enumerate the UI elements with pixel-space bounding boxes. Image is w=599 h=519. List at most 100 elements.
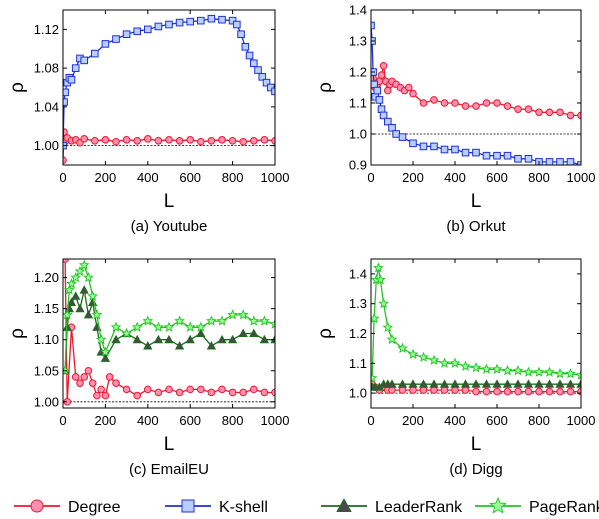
data-point-degree bbox=[260, 136, 269, 144]
data-point-leaderrank bbox=[439, 379, 450, 388]
data-point-degree bbox=[80, 135, 88, 143]
data-point-k-shell bbox=[133, 27, 141, 36]
data-point-pagerank bbox=[259, 315, 270, 326]
plot-frame bbox=[62, 258, 276, 409]
data-point-degree bbox=[566, 387, 575, 396]
data-point-degree bbox=[250, 385, 258, 394]
data-point-pagerank bbox=[481, 363, 492, 374]
data-point-leaderrank bbox=[206, 341, 217, 350]
data-point-degree bbox=[76, 379, 84, 387]
data-point-leaderrank bbox=[174, 341, 185, 350]
x-tick-label: 1000 bbox=[567, 413, 596, 428]
data-point-degree bbox=[503, 102, 512, 110]
data-point-k-shell bbox=[556, 158, 564, 165]
data-point-k-shell bbox=[67, 75, 76, 84]
data-point-k-shell bbox=[271, 87, 275, 96]
data-point-degree bbox=[165, 136, 173, 144]
data-point-leaderrank bbox=[83, 310, 94, 319]
data-point-degree bbox=[451, 386, 459, 394]
y-tick-label: 1.3 bbox=[349, 296, 367, 311]
y-tick-label: 1.4 bbox=[349, 3, 367, 18]
legend-item-leaderrank: LeaderRank bbox=[321, 498, 463, 516]
data-point-degree bbox=[472, 102, 480, 110]
data-point-leaderrank bbox=[450, 379, 460, 388]
y-tick-label: 1.4 bbox=[349, 266, 367, 281]
data-point-pagerank bbox=[121, 327, 132, 339]
data-point-degree bbox=[105, 373, 114, 381]
data-point-pagerank bbox=[195, 321, 207, 332]
panel-caption: (b) Orkut bbox=[446, 218, 506, 235]
y-tick-label: 1.08 bbox=[34, 61, 59, 76]
data-point-pagerank bbox=[153, 321, 164, 332]
data-point-pagerank bbox=[95, 334, 107, 345]
x-tick-label: 200 bbox=[95, 413, 117, 428]
data-point-leaderrank bbox=[429, 379, 439, 388]
y-axis-label: ρ bbox=[315, 328, 336, 339]
y-tick-label: 1.3 bbox=[349, 34, 367, 49]
legend: Degree K-shell LeaderRank PageRank bbox=[14, 496, 599, 516]
data-point-k-shell bbox=[503, 151, 512, 160]
x-tick-label: 600 bbox=[179, 413, 201, 428]
data-point-degree bbox=[228, 136, 237, 145]
data-point-leaderrank bbox=[471, 379, 481, 388]
y-tick-label: 1.04 bbox=[34, 99, 59, 114]
data-point-leaderrank bbox=[418, 379, 429, 388]
series-layer bbox=[63, 259, 275, 406]
data-point-degree bbox=[271, 136, 275, 145]
data-point-leaderrank bbox=[481, 379, 492, 388]
data-point-degree bbox=[239, 388, 247, 397]
data-point-k-shell bbox=[409, 139, 417, 148]
data-point-leaderrank bbox=[492, 379, 502, 388]
x-tick-label: 1000 bbox=[261, 413, 290, 428]
x-tick-label: 800 bbox=[528, 170, 550, 185]
x-tick-label: 1000 bbox=[567, 170, 596, 185]
legend-marker-degree bbox=[30, 499, 44, 513]
data-point-degree bbox=[556, 387, 564, 396]
data-point-pagerank bbox=[382, 321, 394, 333]
data-point-degree bbox=[566, 111, 575, 120]
data-point-k-shell bbox=[207, 14, 216, 23]
legend-marker-k-shell bbox=[181, 499, 195, 513]
plot-frame bbox=[370, 9, 582, 166]
data-point-pagerank bbox=[575, 369, 581, 380]
data-point-pagerank bbox=[206, 315, 217, 326]
data-point-k-shell bbox=[440, 145, 449, 154]
legend-item-pagerank: PageRank bbox=[475, 496, 599, 516]
data-point-k-shell bbox=[377, 105, 386, 114]
data-point-k-shell bbox=[101, 40, 110, 48]
data-point-leaderrank bbox=[75, 303, 85, 313]
legend-label: PageRank bbox=[529, 499, 599, 516]
data-point-degree bbox=[101, 136, 110, 144]
data-point-degree bbox=[186, 136, 194, 144]
data-point-pagerank bbox=[533, 366, 545, 377]
data-point-degree bbox=[218, 136, 226, 144]
data-point-degree bbox=[493, 99, 501, 107]
x-tick-label: 800 bbox=[222, 413, 244, 428]
y-tick-label: 1.00 bbox=[34, 394, 59, 409]
y-tick-label: 1.10 bbox=[34, 332, 59, 347]
data-point-degree bbox=[398, 386, 407, 394]
data-point-degree bbox=[144, 135, 152, 143]
legend-marker-pagerank bbox=[489, 496, 507, 514]
data-point-degree bbox=[154, 136, 163, 145]
data-point-pagerank bbox=[110, 321, 122, 332]
data-point-k-shell bbox=[91, 49, 99, 58]
data-point-leaderrank bbox=[408, 379, 418, 388]
data-point-degree bbox=[80, 373, 88, 381]
data-point-k-shell bbox=[388, 124, 396, 132]
data-point-degree bbox=[535, 387, 543, 396]
data-point-k-shell bbox=[398, 133, 407, 141]
data-point-k-shell bbox=[384, 117, 392, 126]
data-point-degree bbox=[197, 385, 205, 394]
data-point-k-shell bbox=[461, 148, 470, 157]
plot-frame bbox=[62, 9, 276, 166]
data-point-degree bbox=[419, 386, 428, 394]
x-tick-label: 0 bbox=[59, 170, 66, 185]
chart-panel-a-youtube: 0 200 400 600 800 1000 1.00 1.04 1.08 1.12 Lρ (a) Y… bbox=[7, 9, 289, 235]
data-point-k-shell bbox=[144, 25, 152, 34]
data-point-degree bbox=[493, 387, 501, 396]
data-point-leaderrank bbox=[79, 285, 89, 294]
x-tick-label: 0 bbox=[367, 413, 374, 428]
data-point-pagerank bbox=[428, 354, 440, 365]
data-point-leaderrank bbox=[238, 328, 248, 338]
